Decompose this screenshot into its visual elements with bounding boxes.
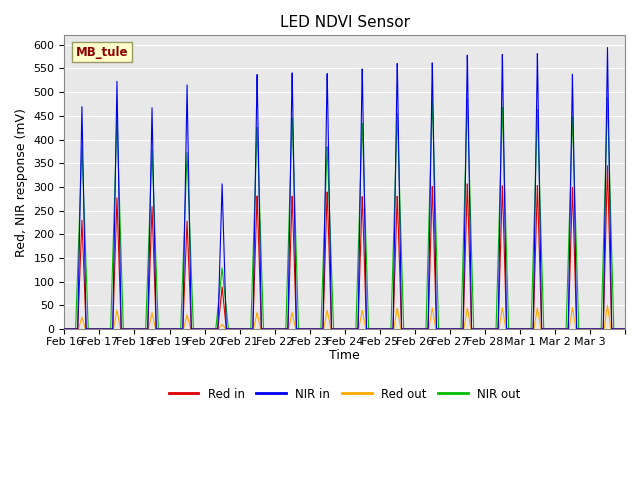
X-axis label: Time: Time [330, 349, 360, 362]
Y-axis label: Red, NIR response (mV): Red, NIR response (mV) [15, 108, 28, 257]
Legend: Red in, NIR in, Red out, NIR out: Red in, NIR in, Red out, NIR out [164, 383, 525, 405]
Text: MB_tule: MB_tule [76, 46, 128, 59]
Title: LED NDVI Sensor: LED NDVI Sensor [280, 15, 410, 30]
